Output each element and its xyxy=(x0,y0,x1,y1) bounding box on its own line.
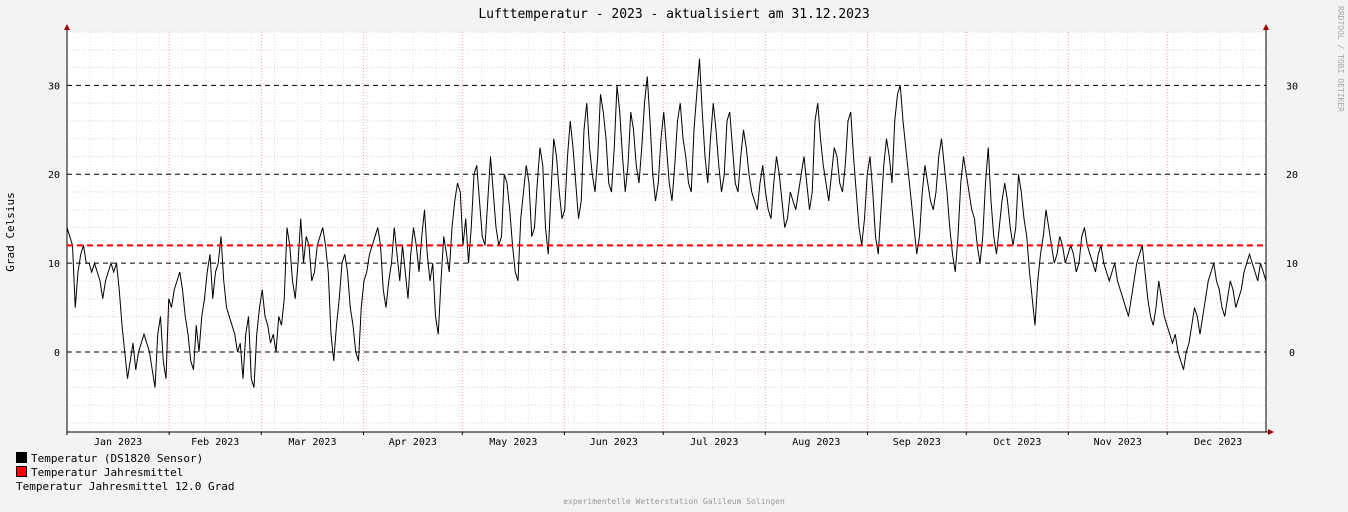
y-axis-arrow-left xyxy=(64,24,70,30)
legend-swatch-black xyxy=(16,452,27,463)
x-tick-label: Jun 2023 xyxy=(590,437,638,448)
y-tick-label-right: 0 xyxy=(1289,348,1295,359)
grid xyxy=(64,24,1274,435)
rrdtool-watermark: RRDTOOL / TOBI OETIKER xyxy=(1336,6,1345,112)
legend-item-sensor: Temperatur (DS1820 Sensor) xyxy=(16,452,203,465)
series-temperature-line xyxy=(66,58,1267,388)
y-axis-arrow-right xyxy=(1263,24,1269,30)
y-tick-label-right: 30 xyxy=(1286,81,1298,92)
footer-credit: experimentelle Wetterstation Galileum So… xyxy=(563,497,785,506)
legend-swatch-red xyxy=(16,466,27,477)
x-tick-label: Nov 2023 xyxy=(1094,437,1142,448)
x-tick-label: Aug 2023 xyxy=(792,437,840,448)
x-tick-label: Oct 2023 xyxy=(993,437,1041,448)
y-tick-label-right: 10 xyxy=(1286,259,1298,270)
x-tick-label: Sep 2023 xyxy=(893,437,941,448)
legend-label-sensor: Temperatur (DS1820 Sensor) xyxy=(31,452,204,465)
x-tick-label: Jan 2023 xyxy=(94,437,142,448)
y-tick-label-left: 20 xyxy=(48,170,60,181)
y-tick-label-left: 10 xyxy=(48,259,60,270)
y-axis-label: Grad Celsius xyxy=(4,192,17,271)
x-tick-label: Apr 2023 xyxy=(389,437,437,448)
x-tick-label: Feb 2023 xyxy=(191,437,239,448)
labels: Jan 2023 Feb 2023 Mar 2023 Apr 2023 May 2023… xyxy=(48,81,1298,448)
legend-item-mean: Temperatur Jahresmittel xyxy=(16,466,183,479)
legend-label-mean: Temperatur Jahresmittel xyxy=(31,466,184,479)
marks xyxy=(66,58,1267,388)
x-tick-label: Mar 2023 xyxy=(288,437,336,448)
y-tick-label-left: 0 xyxy=(54,348,60,359)
y-tick-label-right: 20 xyxy=(1286,170,1298,181)
chart-title: Lufttemperatur - 2023 - aktualisiert am … xyxy=(478,7,869,22)
x-tick-label: Dec 2023 xyxy=(1194,437,1242,448)
mean-annotation: Temperatur Jahresmittel 12.0 Grad xyxy=(16,480,235,493)
x-axis-arrow xyxy=(1268,429,1274,435)
x-tick-label: May 2023 xyxy=(489,437,537,448)
y-tick-label-left: 30 xyxy=(48,81,60,92)
x-tick-label: Jul 2023 xyxy=(690,437,738,448)
